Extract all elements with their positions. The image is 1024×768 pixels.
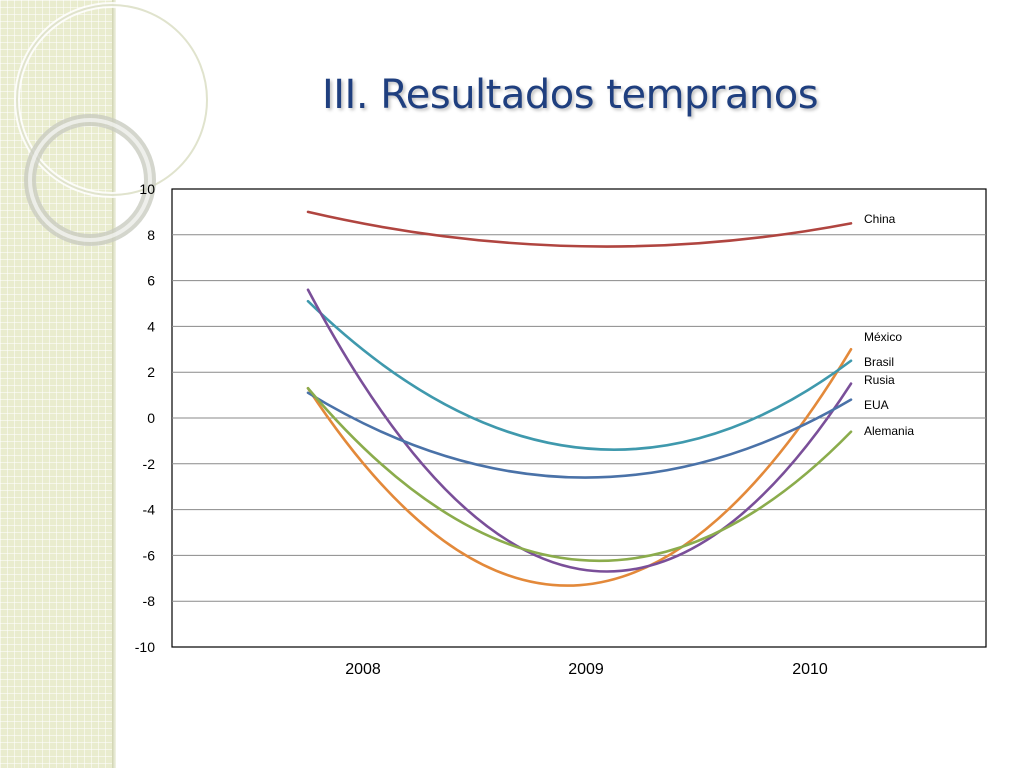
series-label-china: China [864,212,896,226]
decorative-rings-icon [14,2,210,246]
series-line-china [306,210,853,248]
series-label-brasil: Brasil [864,355,894,369]
x-tick-label: 2010 [792,661,828,678]
y-tick-label: -8 [143,593,156,609]
y-tick-label: 0 [147,410,155,426]
y-tick-label: 4 [147,318,155,334]
y-tick-label: -6 [143,547,156,563]
series-label-rusia: Rusia [864,373,895,387]
series-line-brasil [306,299,853,451]
series-line-eua [306,391,853,479]
slide-title: III. Resultados tempranos [321,72,819,118]
series-label-eua: EUA [864,398,889,412]
y-tick-label: 6 [147,273,155,289]
y-tick-label: -2 [143,456,156,472]
side-panel-edge [112,0,116,768]
series-label-mexico: México [864,330,902,344]
x-tick-label: 2008 [345,661,381,678]
series-line-alemania [306,386,853,562]
y-tick-label: 8 [147,227,155,243]
y-tick-label: -4 [143,502,156,518]
y-tick-label: 10 [139,181,155,197]
y-tick-label: -10 [135,639,155,655]
y-tick-label: 2 [147,364,155,380]
x-tick-label: 2009 [568,661,604,678]
series-label-alemania: Alemania [864,424,914,438]
series-line-mexico [306,348,853,587]
series-line-rusia [306,288,853,573]
